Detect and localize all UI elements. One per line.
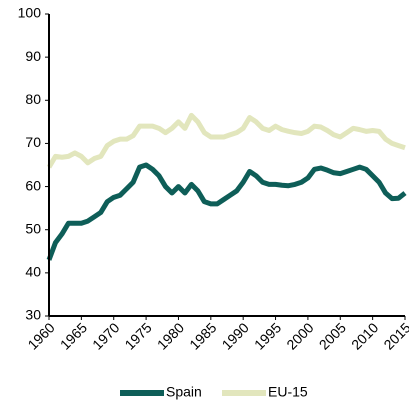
y-tick-label: 40 [25,264,41,280]
y-tick-label: 30 [25,307,41,323]
y-tick-label: 100 [18,5,42,21]
x-tick-label: 1965 [57,319,90,352]
y-tick-label: 90 [25,48,41,64]
y-tick-label: 80 [25,91,41,107]
x-tick-label: 1995 [251,319,284,352]
series-line [46,162,407,261]
y-tick-label: 50 [25,220,41,236]
x-tick-label: 2005 [316,319,349,352]
x-tick-label: 1985 [186,319,219,352]
x-tick-label: 1990 [219,319,252,352]
y-tick-label: 60 [25,177,41,193]
x-tick-label: 1960 [24,319,57,352]
series-line [46,112,406,169]
legend-label: EU-15 [268,384,308,400]
x-tick-label: 2015 [380,319,409,352]
x-tick-label: 1980 [154,319,187,352]
x-tick-label: 1975 [121,319,154,352]
x-tick-label: 2000 [283,319,316,352]
legend-label: Spain [166,384,202,400]
y-tick-label: 70 [25,134,41,150]
x-tick-label: 1970 [89,319,122,352]
x-tick-label: 2010 [348,319,381,352]
